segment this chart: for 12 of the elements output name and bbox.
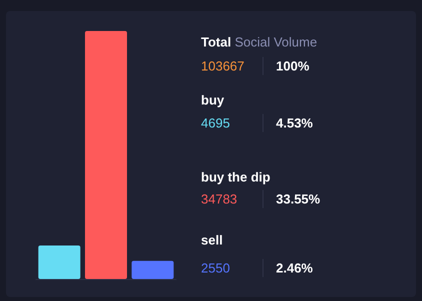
text: 2550 [201, 260, 230, 276]
text: 33.55% [276, 192, 321, 206]
text: 100% [276, 58, 310, 74]
text: 34783 [201, 192, 238, 206]
text: sell [201, 232, 223, 248]
text: buy [201, 92, 225, 108]
text: Total Social Volume [201, 34, 318, 50]
text: 103667 [201, 58, 244, 74]
text: 4695 [201, 116, 230, 130]
text: 2.46% [276, 260, 314, 276]
text: 4.53% [276, 116, 314, 130]
text: buy the dip [201, 170, 270, 184]
